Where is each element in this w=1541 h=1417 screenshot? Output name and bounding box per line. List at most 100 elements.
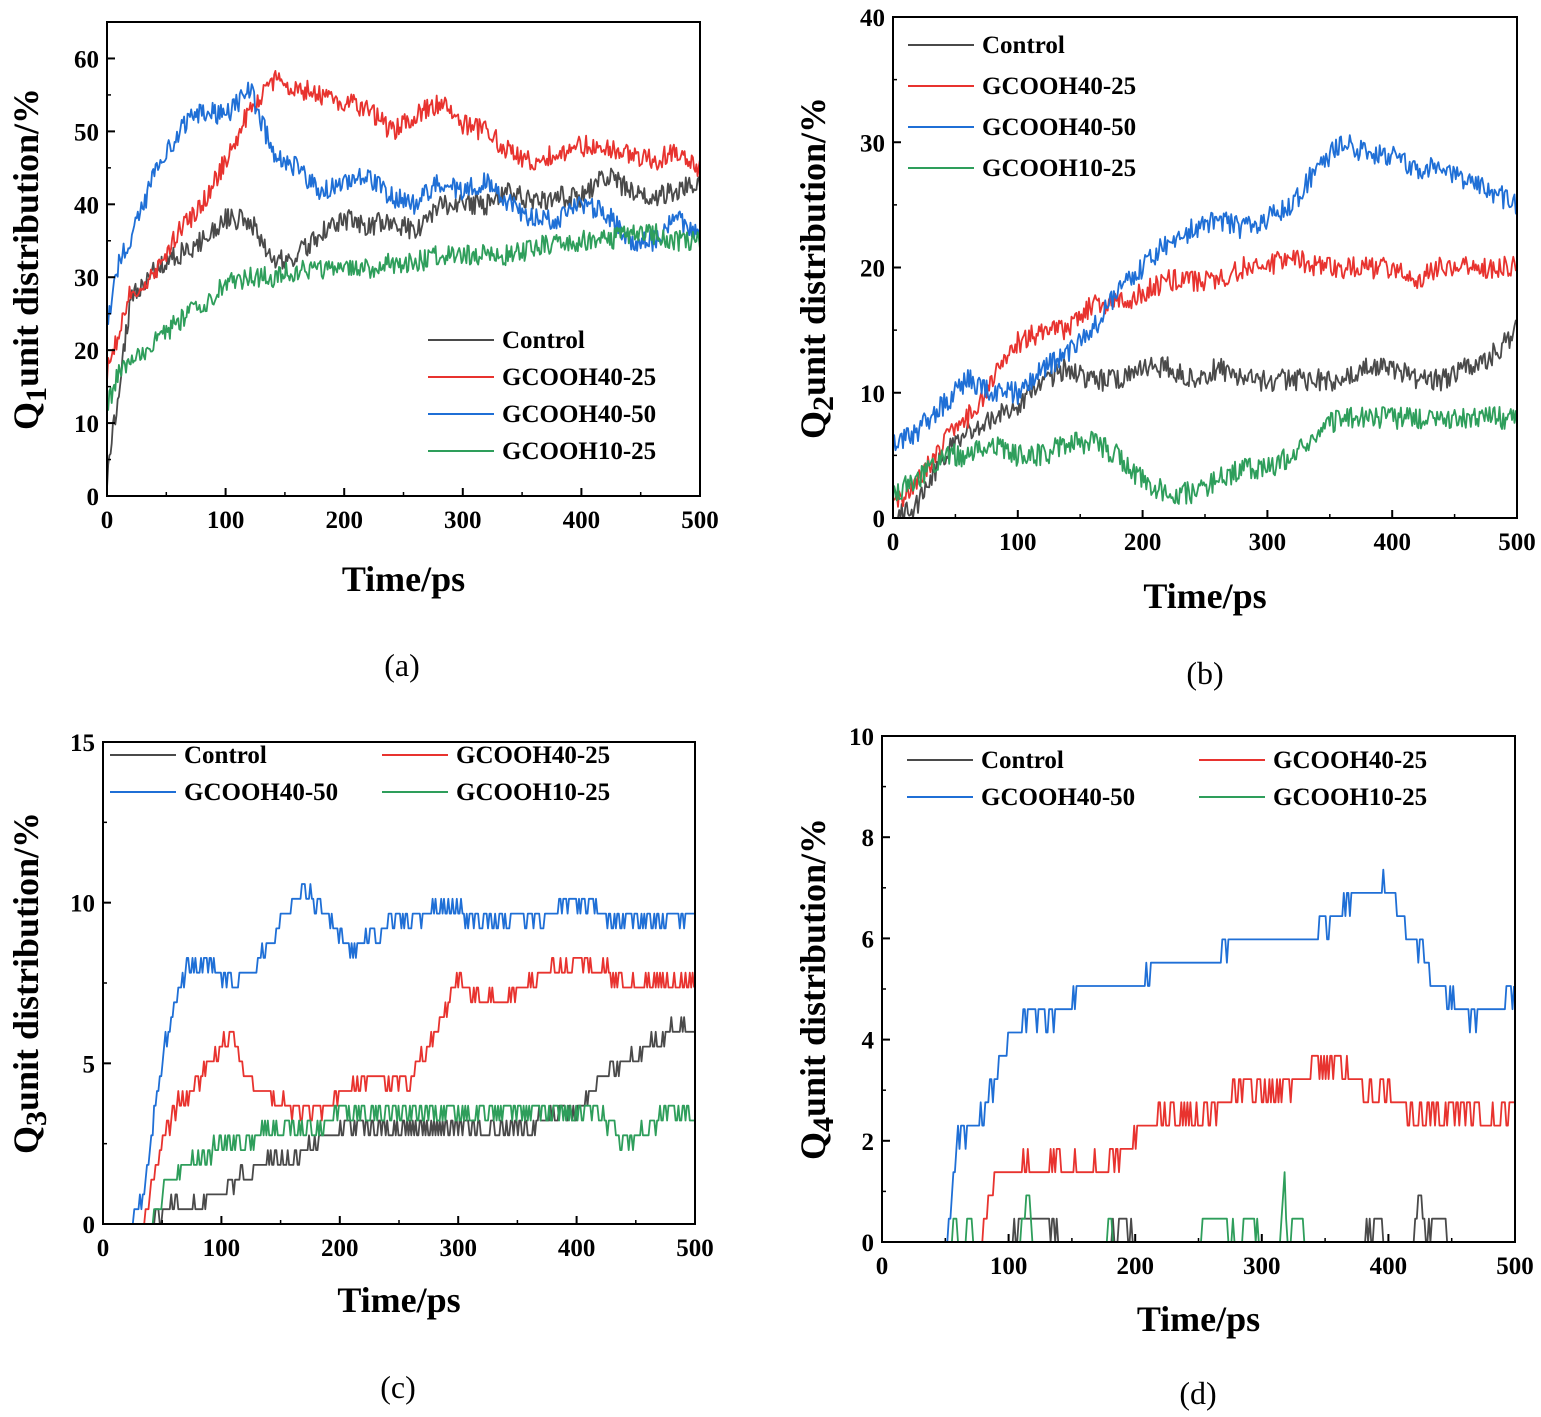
series-line-gcooh10-25 [892, 405, 1518, 505]
y-axis-label: Q2unit distribution/% [793, 97, 840, 439]
x-tick-label: 200 [325, 507, 363, 534]
legend-label-control: Control [982, 32, 1065, 59]
y-tick-label: 15 [70, 730, 95, 757]
y-axis-label-subscript: 2 [807, 396, 840, 411]
y-tick-label: 30 [74, 265, 99, 292]
x-tick-label: 400 [558, 1235, 596, 1262]
y-tick-label: 6 [862, 926, 875, 953]
x-tick-label: 400 [563, 507, 601, 534]
y-axis-label-rest: unit distribution/% [6, 812, 46, 1111]
panel-c-label: (c) [380, 1369, 416, 1405]
y-tick-label: 0 [87, 484, 100, 511]
y-tick-label: 20 [860, 256, 885, 283]
series-line-control [882, 1194, 1514, 1243]
legend-label-gcooh10-25: GCOOH10-25 [456, 779, 610, 806]
y-tick-label: 0 [83, 1212, 96, 1239]
y-tick-label: 0 [862, 1230, 875, 1257]
x-tick-label: 200 [321, 1235, 359, 1262]
y-axis-label: Q3unit distribution/% [6, 812, 53, 1154]
series-line-gcooh40-25 [106, 70, 701, 382]
x-tick-label: 0 [876, 1253, 889, 1280]
y-axis-label-rest: unit distribution/% [793, 818, 833, 1117]
y-tick-label: 10 [860, 381, 885, 408]
x-tick-label: 400 [1373, 529, 1411, 556]
y-tick-label: 0 [873, 506, 886, 533]
panel-c-plot: 0 100 200 300 400 500 0 5 10 15 Time/ps Q3unit dist… [6, 730, 714, 1320]
panel-a: 0 100 200 300 400 500 0 10 20 30 40 50 60 Time/ps Q1un… [6, 21, 719, 683]
series-line-gcooh10-25 [882, 1171, 1514, 1243]
series-line-gcooh40-25 [103, 957, 695, 1225]
legend-label-gcooh10-25: GCOOH10-25 [1273, 784, 1427, 811]
x-axis-label: Time/ps [1137, 1299, 1260, 1339]
series-line-control [893, 319, 1518, 519]
y-tick-label: 4 [862, 1028, 875, 1055]
legend-label-gcooh40-25: GCOOH40-25 [982, 73, 1136, 100]
legend-label-gcooh10-25: GCOOH10-25 [502, 438, 656, 465]
y-axis-label-subscript: 1 [20, 387, 53, 402]
y-tick-label: 30 [860, 130, 885, 157]
legend-label-control: Control [502, 327, 585, 354]
series-line-gcooh10-25 [103, 1104, 695, 1225]
x-tick-label: 300 [439, 1235, 477, 1262]
series-line-gcooh40-50 [882, 868, 1515, 1243]
panel-b-label: (b) [1186, 655, 1223, 691]
series-line-gcooh40-50 [892, 134, 1518, 452]
x-tick-label: 300 [444, 507, 482, 534]
y-tick-label: 10 [70, 891, 95, 918]
series-line-control [106, 167, 701, 489]
series-line-gcooh40-25 [882, 1054, 1514, 1243]
panel-c: 0 100 200 300 400 500 0 5 10 15 Time/ps Q3unit dist… [6, 730, 714, 1405]
panel-d-label: (d) [1179, 1375, 1216, 1411]
x-tick-label: 0 [887, 529, 900, 556]
panel-b-plot: 0 100 200 300 400 500 0 10 20 30 40 Time/ps Q2unit d… [793, 5, 1536, 616]
legend-label-gcooh40-50: GCOOH40-50 [981, 784, 1135, 811]
series-line-gcooh40-50 [103, 883, 695, 1225]
y-axis-label-q: Q [6, 1126, 46, 1154]
x-tick-label: 0 [97, 1235, 110, 1262]
x-tick-label: 500 [681, 507, 719, 534]
legend-label-gcooh40-50: GCOOH40-50 [502, 401, 656, 428]
x-tick-label: 300 [1249, 529, 1287, 556]
x-tick-label: 200 [1124, 529, 1162, 556]
y-tick-label: 8 [862, 825, 875, 852]
x-tick-label: 0 [101, 507, 114, 534]
y-axis-label-rest: unit distribution/% [793, 97, 833, 396]
y-tick-label: 40 [74, 192, 99, 219]
y-tick-label: 10 [74, 411, 99, 438]
x-tick-label: 100 [207, 507, 245, 534]
x-tick-label: 500 [1496, 1253, 1534, 1280]
panel-b: 0 100 200 300 400 500 0 10 20 30 40 Time/ps Q2unit d… [793, 5, 1536, 691]
series-line-gcooh40-50 [106, 81, 701, 326]
series-line-control [103, 1016, 695, 1225]
y-tick-label: 10 [849, 724, 874, 751]
series-line-gcooh10-25 [106, 223, 701, 411]
y-axis-label-q: Q [6, 402, 46, 430]
y-axis-label-q: Q [793, 411, 833, 439]
plot-frame [881, 735, 1516, 1243]
y-axis-label: Q4unit distribution/% [793, 818, 840, 1160]
x-tick-label: 100 [203, 1235, 241, 1262]
y-axis-label-q: Q [793, 1132, 833, 1160]
y-tick-label: 60 [74, 46, 99, 73]
x-tick-label: 500 [1498, 529, 1536, 556]
legend-label-gcooh40-25: GCOOH40-25 [456, 742, 610, 769]
legend-label-gcooh40-25: GCOOH40-25 [1273, 747, 1427, 774]
legend-label-gcooh40-50: GCOOH40-50 [982, 114, 1136, 141]
panel-a-label: (a) [384, 647, 420, 683]
x-tick-label: 400 [1370, 1253, 1408, 1280]
y-axis-label-subscript: 4 [807, 1117, 840, 1132]
legend-label-gcooh10-25: GCOOH10-25 [982, 155, 1136, 182]
legend-label-control: Control [184, 742, 267, 769]
x-tick-label: 100 [990, 1253, 1028, 1280]
x-tick-label: 500 [676, 1235, 714, 1262]
series-line-gcooh40-25 [892, 249, 1518, 508]
y-axis-label-subscript: 3 [20, 1111, 53, 1126]
y-tick-label: 50 [74, 119, 99, 146]
x-tick-label: 100 [999, 529, 1037, 556]
x-axis-label: Time/ps [1143, 576, 1266, 616]
x-axis-label: Time/ps [342, 559, 465, 599]
y-axis-label-rest: unit distribution/% [6, 88, 46, 387]
